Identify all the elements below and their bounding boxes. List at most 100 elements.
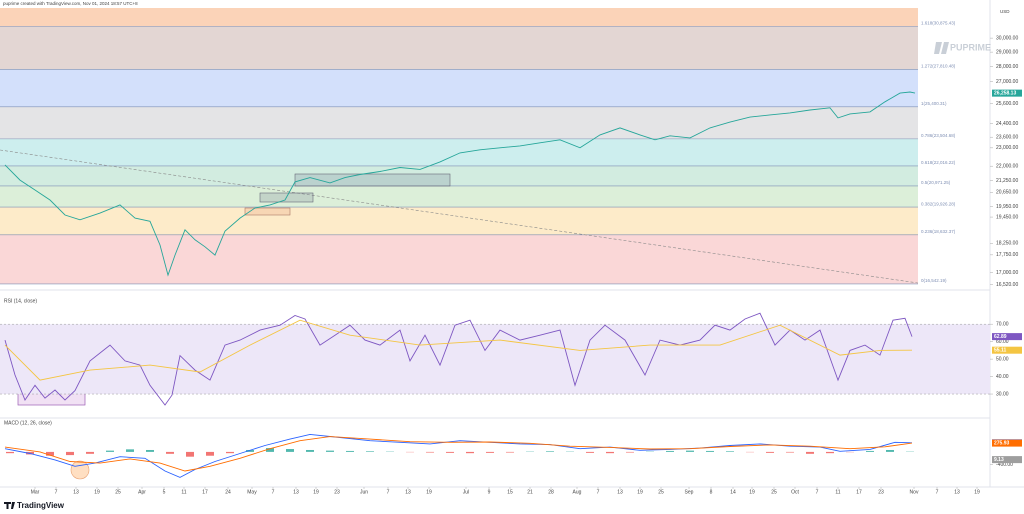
x-tick-label: 19 — [749, 489, 755, 495]
fib-band — [0, 165, 918, 186]
y-tick-label: 70.00 — [996, 322, 1009, 328]
y-tick-label: 30.00 — [996, 391, 1009, 397]
y-tick-label: 23,000.00 — [996, 145, 1018, 151]
y-tick-label: 19,950.00 — [996, 204, 1018, 210]
x-tick-label: 21 — [527, 489, 533, 495]
histogram-bar — [806, 451, 814, 454]
histogram-bar — [246, 449, 254, 452]
watermark-text: PUPRIME — [950, 42, 991, 52]
y-tick-label: 16,520.00 — [996, 282, 1018, 288]
histogram-bar — [706, 450, 714, 452]
histogram-bar — [286, 449, 294, 452]
fib-label: 1.618(30,875.43) — [921, 20, 956, 25]
brand: TradingView — [17, 501, 65, 510]
y-tick-label: 30,000.00 — [996, 35, 1018, 41]
x-tick-label: 23 — [878, 489, 884, 495]
x-tick-label: 5 — [163, 489, 166, 495]
watermark: PUPRIME — [934, 42, 991, 54]
y-tick-label: 24,400.00 — [996, 121, 1018, 127]
fib-label: 0.618(22,016.22) — [921, 160, 956, 165]
x-tick-label: Aug — [573, 489, 582, 495]
y-tick-label: -400.00 — [996, 462, 1013, 468]
histogram-bar — [586, 451, 594, 453]
x-tick-label: 25 — [658, 489, 664, 495]
watermark-icon — [934, 42, 949, 54]
trend-line — [0, 149, 919, 284]
histogram-bar — [206, 451, 214, 456]
histogram-bar — [606, 451, 614, 454]
x-tick-label: 25 — [115, 489, 121, 495]
y-tick-label: 50.00 — [996, 356, 1009, 362]
y-tick-label: 40.00 — [996, 374, 1009, 380]
x-tick-label: Jul — [463, 489, 469, 495]
histogram-bar — [826, 451, 834, 454]
x-tick-label: 7 — [597, 489, 600, 495]
histogram-bar — [6, 451, 14, 454]
x-tick-label: 13 — [954, 489, 960, 495]
x-tick-label: 13 — [293, 489, 299, 495]
y-tick-label: 20,650.00 — [996, 190, 1018, 196]
y-tick-label: 25,600.00 — [996, 101, 1018, 107]
series-line — [4, 91, 916, 277]
x-tick-label: 13 — [73, 489, 79, 495]
pane-title: MACD (12, 26, close) — [4, 420, 52, 426]
macd-highlight — [70, 460, 90, 480]
x-tick-label: 8 — [710, 489, 713, 495]
series-line — [4, 436, 913, 472]
histogram-bar — [126, 449, 134, 452]
value-badge-label: 275.93 — [994, 440, 1010, 446]
x-tick-label: 13 — [405, 489, 411, 495]
histogram-bar — [306, 449, 314, 452]
fib-label: 0.236(18,632.37) — [921, 229, 956, 234]
histogram-bar — [866, 450, 874, 452]
x-tick-label: 17 — [202, 489, 208, 495]
histogram-bar — [166, 451, 174, 454]
value-badge-label: 62.89 — [994, 334, 1007, 340]
histogram-bar — [466, 451, 474, 454]
fib-label: 0.786(23,504.68) — [921, 133, 956, 138]
fib-band — [0, 207, 918, 235]
series-line — [4, 433, 913, 478]
x-tick-label: Apr — [138, 489, 146, 495]
x-tick-label: 14 — [730, 489, 736, 495]
histogram-bar — [326, 450, 334, 452]
x-tick-label: 7 — [55, 489, 58, 495]
fib-label: 1(25,400.31) — [921, 101, 947, 106]
x-tick-label: 13 — [617, 489, 623, 495]
histogram-bar — [506, 451, 514, 453]
x-tick-label: 19 — [313, 489, 319, 495]
x-tick-label: 17 — [856, 489, 862, 495]
fib-band — [0, 69, 918, 107]
range-box — [244, 207, 291, 216]
pane-title: RSI (14, close) — [4, 298, 37, 304]
y-tick-label: 29,000.00 — [996, 49, 1018, 55]
fib-band — [0, 234, 918, 284]
x-tick-label: 28 — [548, 489, 554, 495]
value-badge — [992, 456, 1022, 464]
histogram-bar — [146, 449, 154, 452]
histogram-bar — [626, 451, 634, 453]
x-tick-label: 25 — [771, 489, 777, 495]
value-badge — [992, 346, 1022, 354]
value-badge-label: 26,258.13 — [994, 90, 1016, 96]
value-badge-label: 9.13 — [994, 457, 1004, 463]
x-tick-label: 19 — [426, 489, 432, 495]
y-tick-label: 60.00 — [996, 339, 1009, 345]
x-tick-label: 19 — [974, 489, 980, 495]
histogram-bar — [766, 451, 774, 453]
histogram-bar — [266, 448, 274, 452]
y-tick-label: 23,600.00 — [996, 135, 1018, 141]
fib-band — [0, 138, 918, 166]
histogram-bar — [486, 451, 494, 453]
x-tick-label: May — [247, 489, 257, 495]
y-tick-label: 21,250.00 — [996, 178, 1018, 184]
y-tick-label: 17,000.00 — [996, 270, 1018, 276]
histogram-bar — [86, 451, 94, 454]
x-tick-label: 9 — [488, 489, 491, 495]
fib-label: 1.272(27,810.48) — [921, 64, 956, 69]
fib-label: 0.382(19,926.28) — [921, 201, 956, 206]
fib-label: 0(16,542.19) — [921, 278, 947, 283]
x-tick-label: 19 — [637, 489, 643, 495]
fib-band — [0, 26, 918, 70]
